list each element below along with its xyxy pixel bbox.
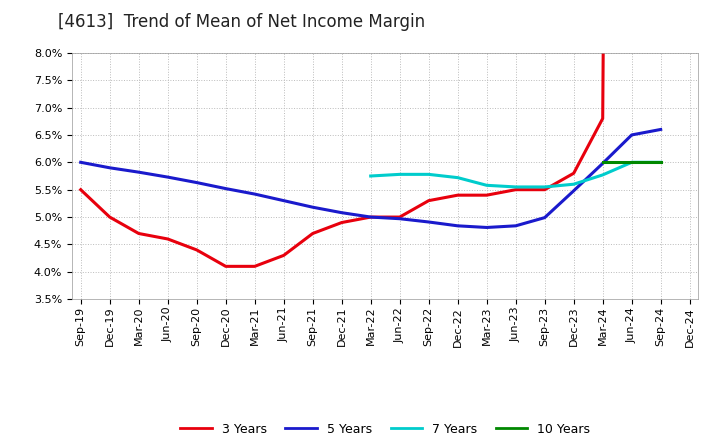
Legend: 3 Years, 5 Years, 7 Years, 10 Years: 3 Years, 5 Years, 7 Years, 10 Years	[176, 418, 595, 440]
Text: [4613]  Trend of Mean of Net Income Margin: [4613] Trend of Mean of Net Income Margi…	[58, 13, 425, 31]
